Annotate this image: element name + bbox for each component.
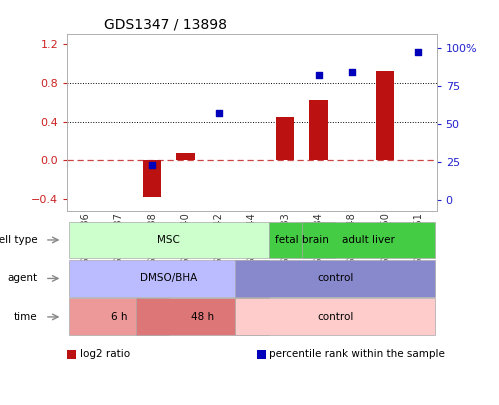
Text: time: time — [14, 312, 37, 322]
Text: percentile rank within the sample: percentile rank within the sample — [269, 350, 445, 359]
Text: 6 h: 6 h — [111, 312, 127, 322]
Bar — [176, 153, 195, 160]
Bar — [376, 71, 394, 160]
Point — [215, 110, 223, 116]
Point — [148, 162, 156, 168]
Point — [414, 49, 422, 55]
Text: cell type: cell type — [0, 235, 37, 245]
Point — [314, 72, 322, 78]
Bar — [143, 160, 161, 197]
Bar — [309, 100, 328, 160]
Text: fetal brain: fetal brain — [275, 235, 329, 245]
Text: GDS1347 / 13898: GDS1347 / 13898 — [104, 18, 227, 32]
Point — [348, 69, 356, 75]
Text: 48 h: 48 h — [191, 312, 214, 322]
Text: control: control — [317, 273, 353, 283]
Text: agent: agent — [7, 273, 37, 283]
Text: MSC: MSC — [157, 235, 180, 245]
Bar — [276, 117, 294, 160]
Text: adult liver: adult liver — [342, 235, 395, 245]
Text: control: control — [317, 312, 353, 322]
Text: log2 ratio: log2 ratio — [80, 350, 130, 359]
Text: DMSO/BHA: DMSO/BHA — [140, 273, 198, 283]
